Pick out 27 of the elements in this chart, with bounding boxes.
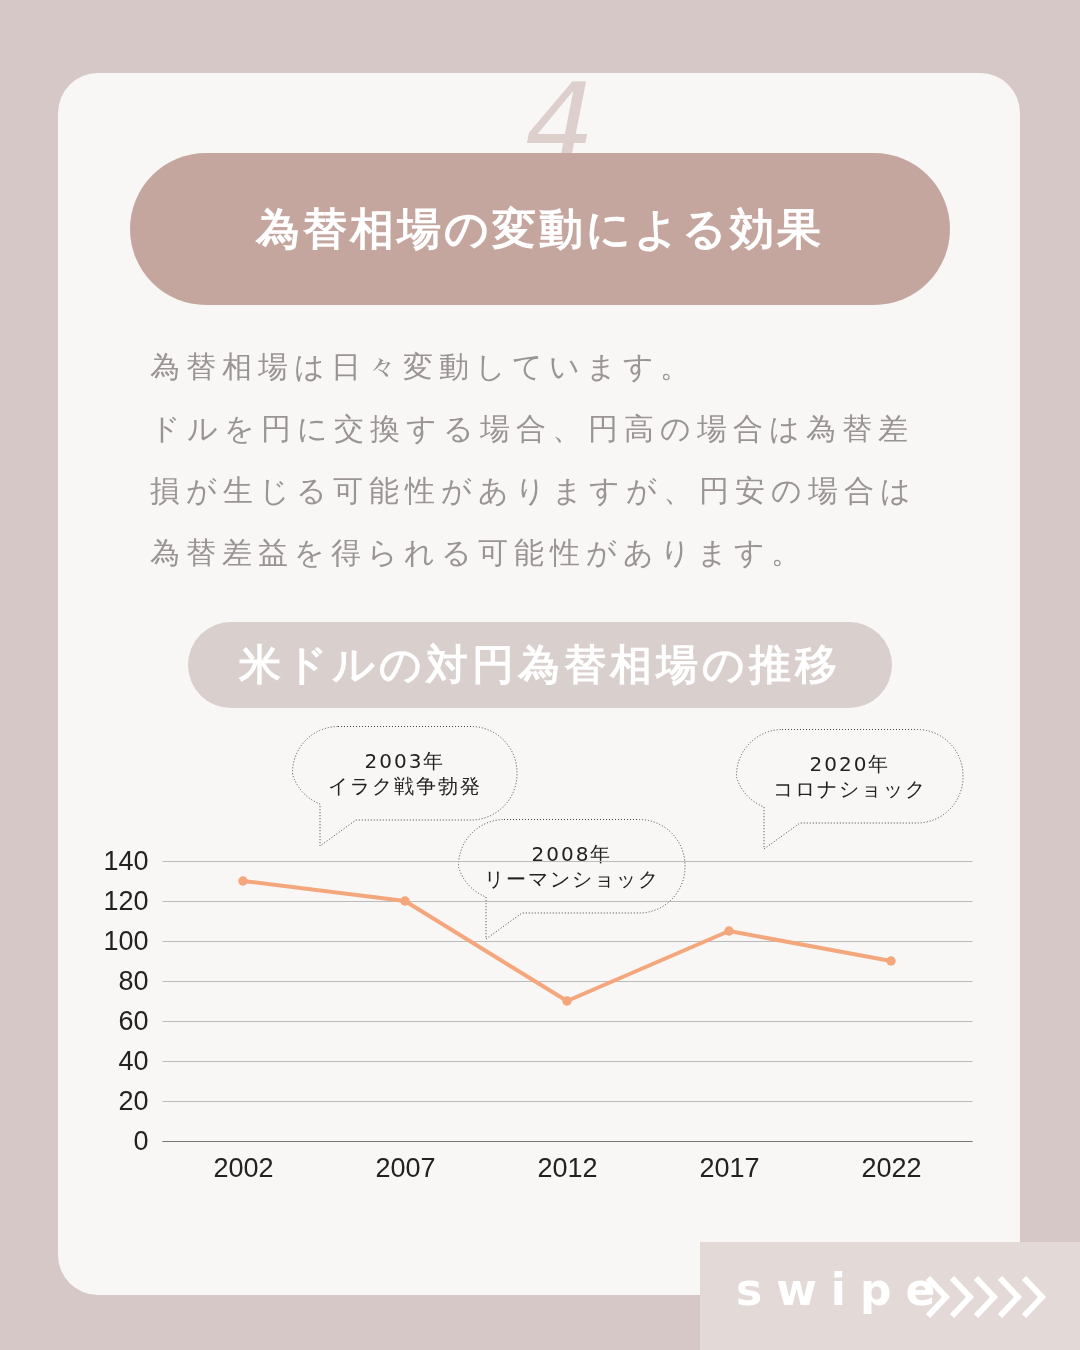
text: 為替相場は日々変動しています。 xyxy=(150,348,697,386)
y-tick-label: 100 xyxy=(103,925,149,956)
y-tick-label: 140 xyxy=(103,845,149,876)
text: イラク戦争勃発 xyxy=(328,773,482,799)
y-tick-label: 40 xyxy=(118,1045,149,1076)
text: 2020年 xyxy=(809,751,891,777)
annotation: 2008年 xyxy=(531,841,613,867)
text: コロナショック xyxy=(773,776,927,802)
chart-title: 為替相場の変動による効果 xyxy=(256,202,824,254)
x-tick-label: 2007 xyxy=(375,1152,436,1183)
y-tick-label: 0 xyxy=(133,1125,149,1156)
y-tick-label: 20 xyxy=(118,1085,149,1116)
point xyxy=(886,956,896,966)
x-tick-label: 2017 xyxy=(699,1152,760,1183)
point xyxy=(562,996,572,1006)
annotation: リーマンショック xyxy=(484,866,660,892)
x-tick-label: 2022 xyxy=(861,1152,922,1183)
text: 2003年 xyxy=(364,748,446,774)
point xyxy=(724,926,734,936)
point xyxy=(400,896,410,906)
x-tick-label: 2012 xyxy=(537,1152,598,1183)
x-tick-label: 2002 xyxy=(213,1152,274,1183)
y-tick-label: 80 xyxy=(118,965,149,996)
text: ドルを円に交換する場合、円高の場合は為替差損が生じる可能性がありますが、円安の場合は為替差益を得られる可能性があります。 xyxy=(150,410,918,572)
point xyxy=(238,876,248,886)
y-tick-label: 120 xyxy=(103,885,149,916)
y-tick-label: 60 xyxy=(118,1005,149,1036)
